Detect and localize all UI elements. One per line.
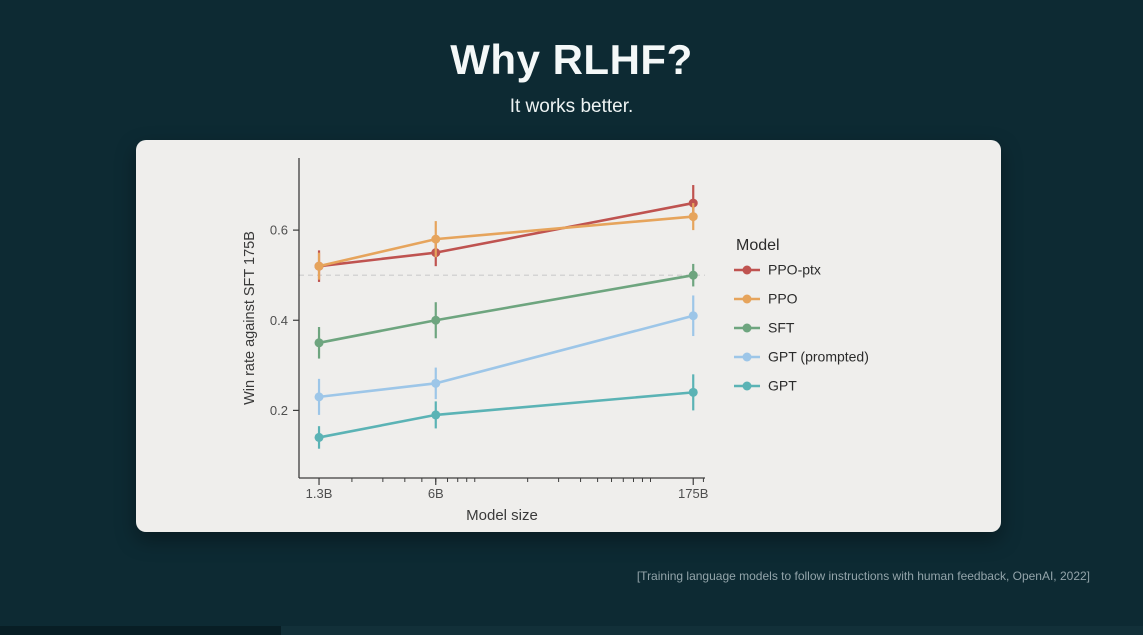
legend-label: GPT: [768, 378, 797, 394]
slide-subtitle: It works better.: [509, 96, 634, 117]
series-sft: [314, 263, 698, 359]
legend-item: PPO: [734, 291, 798, 307]
x-axis-title: Model size: [466, 507, 538, 524]
x-tick-label: 1.3B: [306, 486, 333, 501]
slide-title: Why RLHF?: [450, 36, 693, 83]
legend-item: GPT: [734, 378, 797, 394]
legend-item: SFT: [734, 320, 795, 336]
series-line: [317, 201, 695, 268]
data-point-marker: [688, 198, 698, 208]
x-tick-label: 175B: [678, 486, 708, 501]
x-tick-label: 6B: [428, 486, 444, 501]
data-point-marker: [688, 212, 698, 222]
legend-item: PPO-ptx: [734, 262, 821, 278]
bottom-bar-left-segment: [0, 626, 281, 635]
chart-card: 0.2 0.4 0.6 1.3B 6B 175B Model size Win rate ag…: [136, 140, 1001, 532]
data-point-marker: [314, 392, 324, 402]
legend-label: PPO: [768, 291, 798, 307]
legend-label: PPO-ptx: [768, 262, 821, 278]
legend-marker-dot: [742, 323, 752, 333]
data-point-marker: [431, 315, 441, 325]
y-tick-label: 0.4: [270, 313, 288, 328]
series-line: [317, 314, 695, 399]
series-ppo: [314, 203, 698, 280]
series-gpt-prompted-: [314, 295, 698, 415]
data-point-marker: [431, 378, 441, 388]
legend-marker-dot: [742, 381, 752, 391]
y-tick-label: 0.6: [270, 223, 288, 238]
data-point-marker: [688, 311, 698, 321]
bottom-bar: [0, 626, 1143, 635]
y-axis-title: Win rate against SFT 175B: [242, 231, 258, 405]
legend-label: SFT: [768, 320, 795, 336]
citation: [Training language models to follow inst…: [636, 569, 1090, 583]
legend-marker-dot: [742, 352, 752, 362]
legend-marker-dot: [742, 294, 752, 304]
legend-label: GPT (prompted): [768, 349, 869, 365]
data-point-marker: [431, 410, 441, 420]
legend-marker-dot: [742, 265, 752, 275]
data-point-marker: [431, 234, 441, 244]
y-tick-label: 0.2: [270, 403, 288, 418]
series-gpt: [314, 374, 698, 449]
legend-item: GPT (prompted): [734, 349, 869, 365]
data-point-marker: [314, 432, 324, 442]
data-point-marker: [314, 261, 324, 271]
series-line: [317, 391, 695, 439]
data-point-marker: [314, 338, 324, 348]
chart-svg: 0.2 0.4 0.6 1.3B 6B 175B Model size Win rate ag…: [242, 158, 869, 524]
data-point-marker: [688, 387, 698, 397]
legend-title: Model: [736, 237, 780, 254]
series-line: [317, 273, 695, 345]
data-point-marker: [688, 270, 698, 280]
